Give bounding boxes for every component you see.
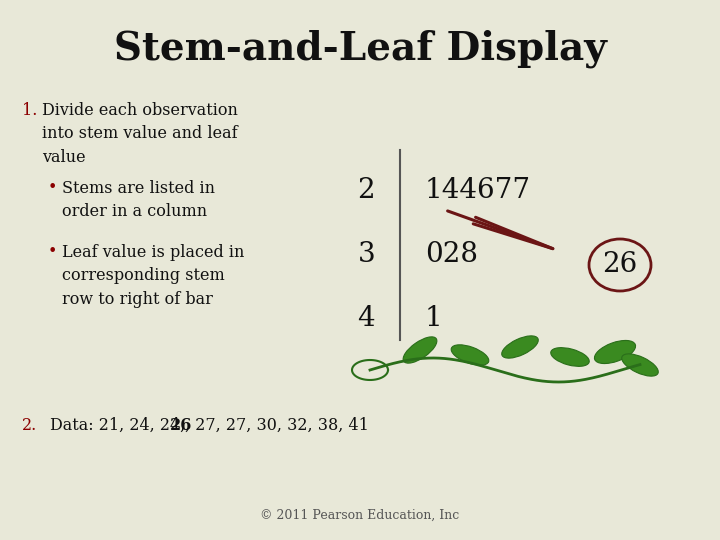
- Text: •: •: [48, 180, 58, 195]
- Text: 26: 26: [603, 252, 638, 279]
- Ellipse shape: [502, 336, 539, 358]
- Text: 4: 4: [357, 305, 375, 332]
- Text: 028: 028: [425, 241, 478, 268]
- Text: Leaf value is placed in
corresponding stem
row to right of bar: Leaf value is placed in corresponding st…: [62, 244, 244, 308]
- Text: , 27, 27, 30, 32, 38, 41: , 27, 27, 30, 32, 38, 41: [184, 416, 369, 434]
- Text: •: •: [48, 244, 58, 259]
- Text: 3: 3: [357, 241, 375, 268]
- Text: 1.: 1.: [22, 102, 37, 119]
- Text: 2.: 2.: [22, 416, 37, 434]
- Text: 144677: 144677: [425, 177, 531, 204]
- Text: Stems are listed in
order in a column: Stems are listed in order in a column: [62, 180, 215, 220]
- Ellipse shape: [551, 348, 589, 366]
- Ellipse shape: [622, 354, 658, 376]
- Ellipse shape: [595, 340, 636, 363]
- Text: 2: 2: [357, 177, 375, 204]
- Text: 26: 26: [170, 416, 192, 434]
- Text: Stem-and-Leaf Display: Stem-and-Leaf Display: [114, 30, 606, 69]
- Text: Divide each observation
into stem value and leaf
value: Divide each observation into stem value …: [42, 102, 238, 166]
- Text: © 2011 Pearson Education, Inc: © 2011 Pearson Education, Inc: [261, 509, 459, 522]
- Text: 1: 1: [425, 305, 443, 332]
- Ellipse shape: [403, 337, 437, 363]
- Text: Data: 21, 24, 24,: Data: 21, 24, 24,: [50, 416, 190, 434]
- Ellipse shape: [451, 345, 489, 365]
